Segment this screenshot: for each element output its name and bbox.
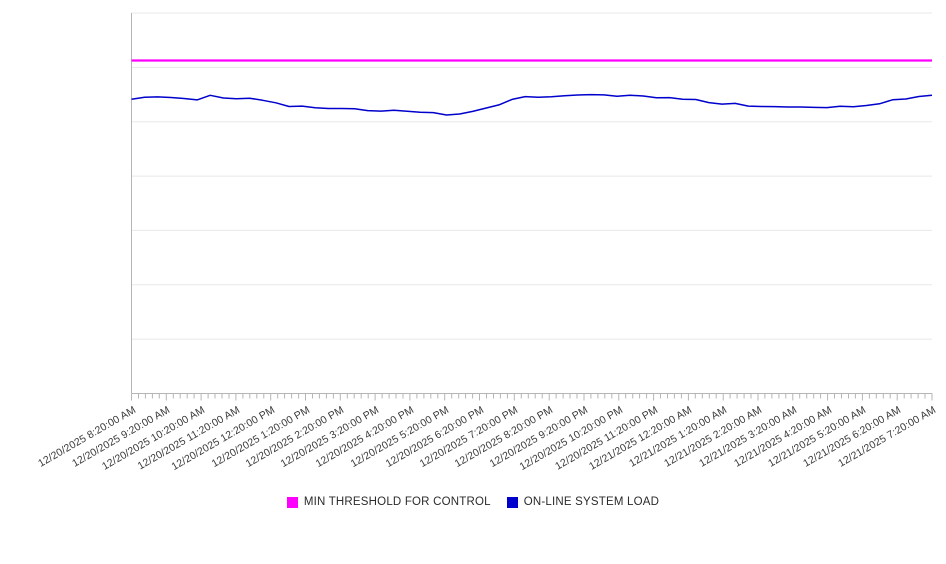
chart-container: 12/20/2025 8:20:00 AM 12/20/2025 9:20:00 … <box>0 12 946 508</box>
on-line-system-load-line <box>131 93 933 116</box>
chart-legend: MIN THRESHOLD FOR CONTROL ON-LINE SYSTEM … <box>0 496 946 508</box>
legend-label: MIN THRESHOLD FOR CONTROL <box>303 496 491 508</box>
legend-label: ON-LINE SYSTEM LOAD <box>523 496 660 508</box>
legend-swatch-icon <box>286 496 298 508</box>
chart-plot-area <box>131 12 933 401</box>
x-axis-minor-ticks <box>131 393 933 401</box>
legend-item[interactable]: MIN THRESHOLD FOR CONTROL <box>286 496 491 508</box>
gridline-group <box>131 12 932 394</box>
legend-swatch-icon <box>506 496 518 508</box>
legend-item[interactable]: ON-LINE SYSTEM LOAD <box>506 496 660 508</box>
